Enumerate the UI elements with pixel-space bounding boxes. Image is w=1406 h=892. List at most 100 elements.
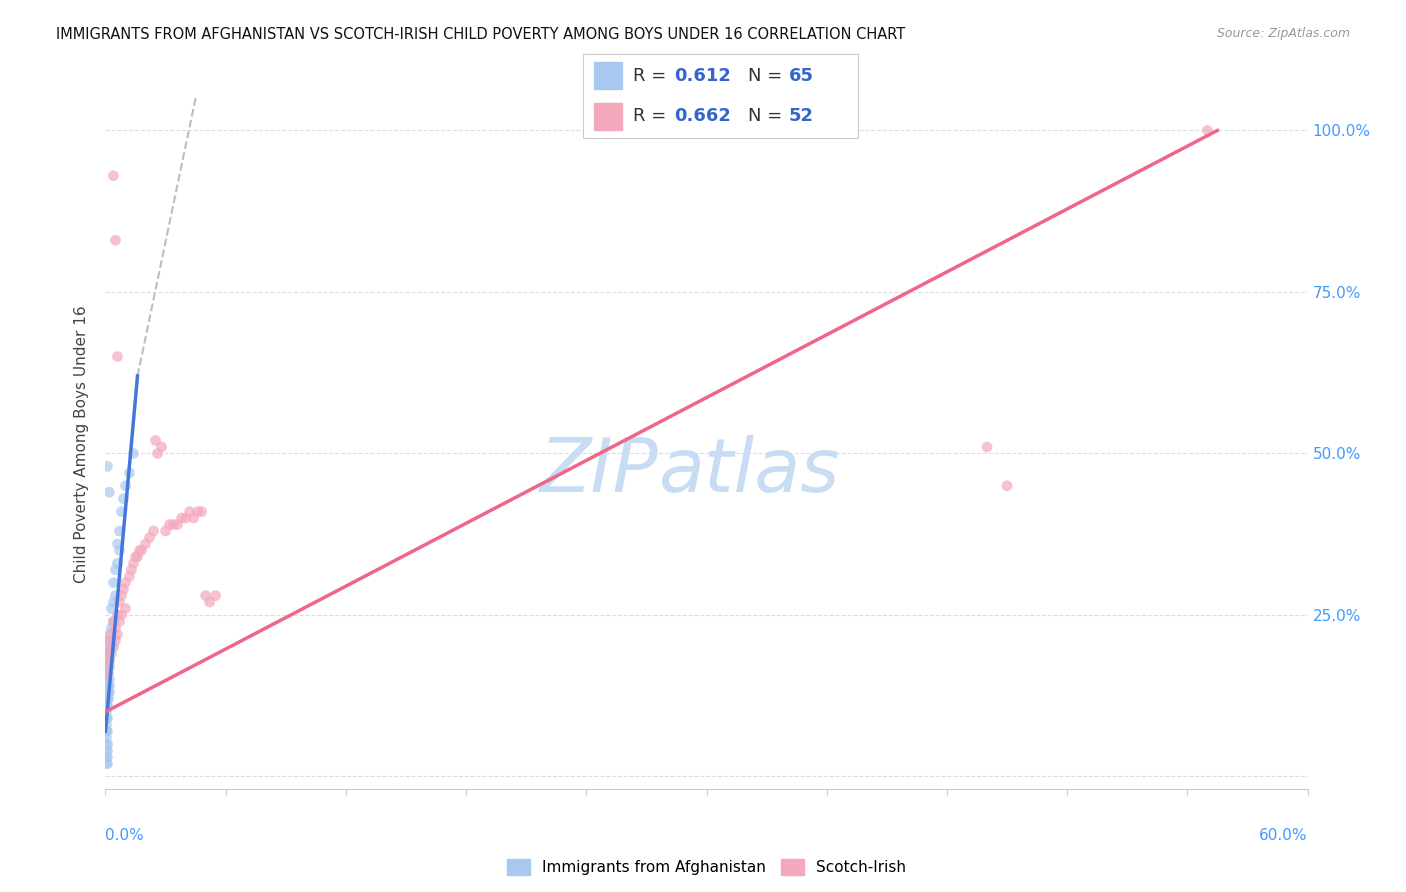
- Point: [187, 505, 209, 519]
- Text: R =: R =: [633, 67, 672, 85]
- Text: Source: ZipAtlas.com: Source: ZipAtlas.com: [1216, 27, 1350, 40]
- Point: [108, 543, 131, 558]
- Point: [100, 621, 122, 635]
- Point: [122, 556, 145, 570]
- Point: [98, 653, 121, 667]
- Point: [108, 524, 131, 538]
- Point: [96, 711, 118, 725]
- Bar: [595, 62, 621, 89]
- Point: [118, 569, 141, 583]
- Point: [98, 485, 121, 500]
- Point: [100, 640, 122, 655]
- Point: [96, 756, 118, 771]
- Point: [96, 692, 118, 706]
- Point: [98, 679, 121, 693]
- Point: [96, 737, 118, 751]
- Point: [107, 627, 129, 641]
- Point: [96, 744, 118, 758]
- Point: [103, 575, 125, 590]
- Point: [103, 615, 125, 629]
- Point: [96, 692, 118, 706]
- Point: [183, 511, 205, 525]
- Point: [110, 607, 132, 622]
- Point: [112, 491, 135, 506]
- Point: [146, 446, 169, 460]
- Point: [170, 511, 193, 525]
- Legend: Immigrants from Afghanistan, Scotch-Irish: Immigrants from Afghanistan, Scotch-Iris…: [506, 859, 907, 875]
- Point: [96, 705, 118, 719]
- Point: [114, 479, 136, 493]
- Point: [97, 685, 120, 699]
- Point: [104, 233, 127, 247]
- Text: 65: 65: [789, 67, 814, 85]
- Point: [110, 589, 132, 603]
- Point: [204, 589, 226, 603]
- Point: [107, 556, 129, 570]
- Point: [107, 537, 129, 551]
- Point: [104, 563, 127, 577]
- Point: [96, 459, 118, 474]
- Point: [100, 633, 122, 648]
- Text: 0.612: 0.612: [673, 67, 731, 85]
- Point: [96, 750, 118, 764]
- Point: [100, 601, 122, 615]
- Point: [97, 692, 120, 706]
- Point: [96, 756, 118, 771]
- Point: [121, 563, 143, 577]
- Point: [104, 621, 127, 635]
- Text: 0.662: 0.662: [673, 107, 731, 125]
- Point: [97, 647, 120, 661]
- Point: [98, 633, 121, 648]
- Point: [97, 633, 120, 648]
- Point: [103, 169, 125, 183]
- Point: [162, 517, 184, 532]
- Point: [96, 711, 118, 725]
- Point: [159, 517, 181, 532]
- Point: [107, 350, 129, 364]
- Point: [98, 659, 121, 673]
- Point: [100, 627, 122, 641]
- Point: [98, 627, 121, 641]
- Point: [108, 595, 131, 609]
- Point: [114, 601, 136, 615]
- Point: [155, 524, 177, 538]
- Point: [118, 466, 141, 480]
- Point: [96, 659, 118, 673]
- Point: [96, 750, 118, 764]
- Point: [96, 666, 118, 681]
- Point: [114, 575, 136, 590]
- Point: [995, 479, 1018, 493]
- Text: N =: N =: [748, 107, 787, 125]
- Point: [96, 679, 118, 693]
- Point: [96, 647, 118, 661]
- Point: [127, 549, 149, 564]
- Point: [96, 685, 118, 699]
- Point: [97, 666, 120, 681]
- Point: [98, 685, 121, 699]
- Point: [96, 666, 118, 681]
- Point: [97, 679, 120, 693]
- Point: [145, 434, 167, 448]
- Point: [110, 505, 132, 519]
- Point: [96, 647, 118, 661]
- Point: [96, 698, 118, 713]
- Point: [96, 685, 118, 699]
- Point: [96, 698, 118, 713]
- Text: ZIP: ZIP: [540, 435, 658, 508]
- Point: [142, 524, 165, 538]
- Point: [97, 659, 120, 673]
- Point: [1197, 123, 1219, 137]
- Point: [103, 640, 125, 655]
- Point: [100, 647, 122, 661]
- Text: 0.0%: 0.0%: [105, 828, 145, 843]
- Point: [198, 595, 221, 609]
- Point: [166, 517, 188, 532]
- Point: [98, 653, 121, 667]
- Text: 60.0%: 60.0%: [1260, 828, 1308, 843]
- Text: 52: 52: [789, 107, 814, 125]
- Point: [96, 640, 118, 655]
- Text: N =: N =: [748, 67, 787, 85]
- Point: [98, 673, 121, 687]
- Point: [150, 440, 173, 454]
- Point: [107, 607, 129, 622]
